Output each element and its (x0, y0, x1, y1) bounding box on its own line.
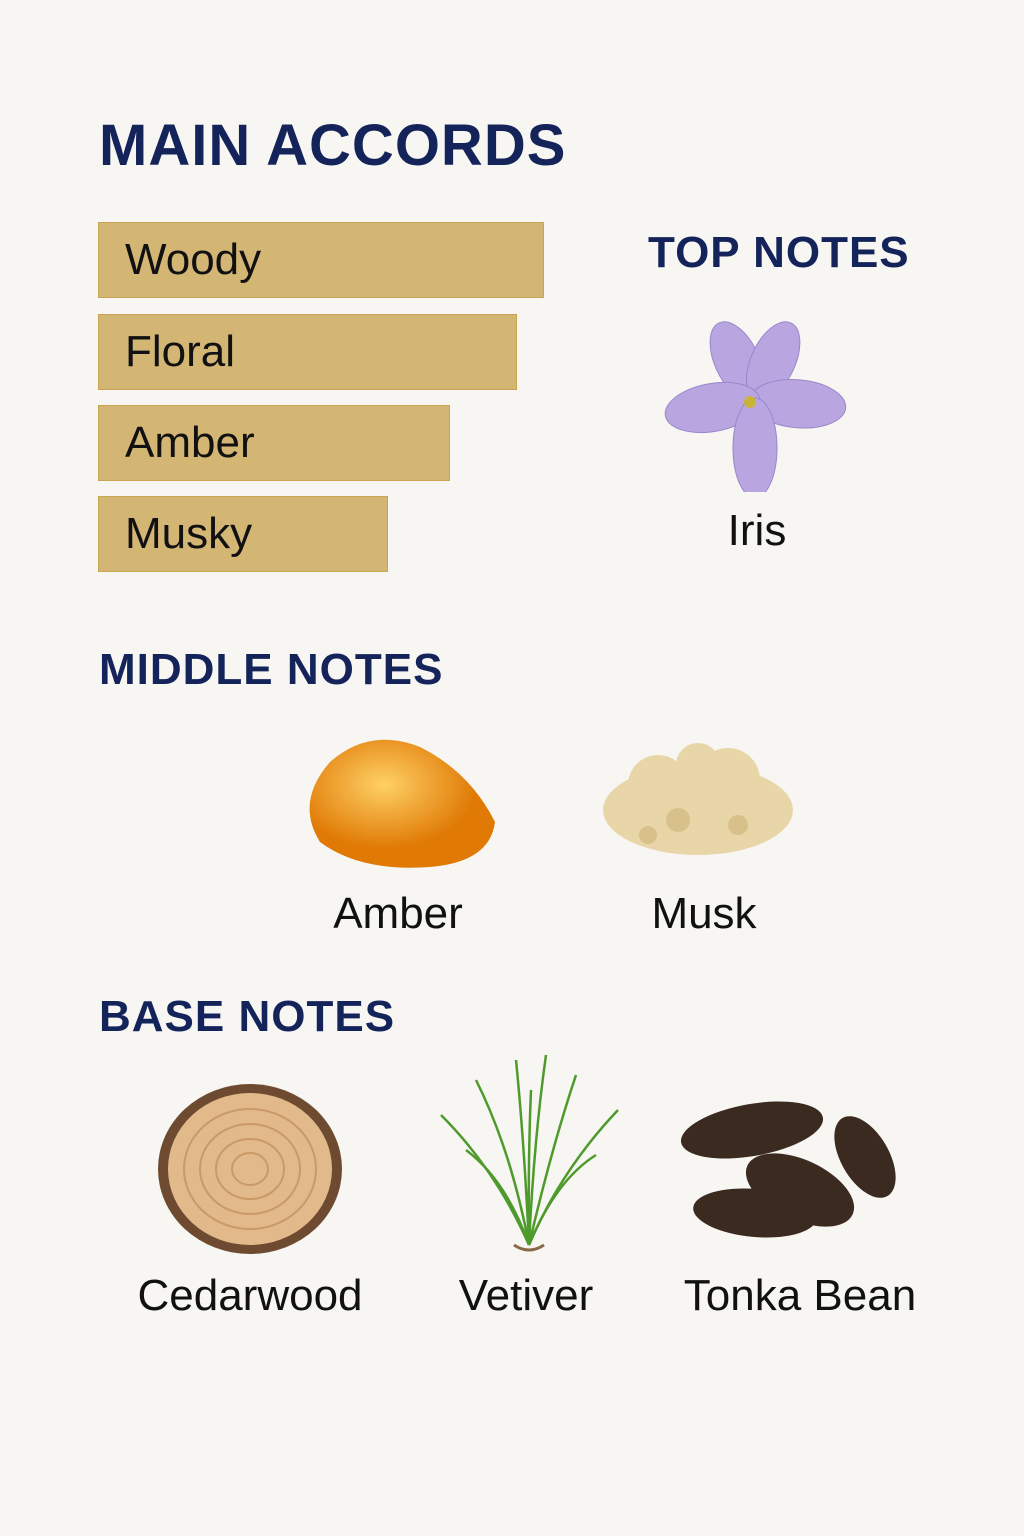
accord-bar-amber: Amber (98, 405, 450, 481)
middle-notes-title: MIDDLE NOTES (99, 645, 444, 694)
iris-flower-icon (664, 321, 847, 492)
wood-slice-icon (158, 1084, 342, 1254)
main-accords-title: MAIN ACCORDS (99, 113, 567, 178)
accord-label: Woody (125, 235, 262, 284)
note-label-musk: Musk (651, 889, 757, 938)
accord-label: Amber (125, 418, 255, 467)
accord-bar-floral: Floral (98, 314, 517, 390)
grass-icon (440, 1054, 619, 1252)
note-label-vetiver: Vetiver (458, 1271, 594, 1320)
note-label-amber: Amber (333, 889, 463, 938)
amber-stone-icon (309, 739, 495, 868)
base-notes-title: BASE NOTES (99, 992, 396, 1041)
note-label-iris: Iris (727, 506, 787, 555)
accord-label: Musky (125, 509, 253, 558)
note-label-cedarwood: Cedarwood (137, 1271, 363, 1320)
note-label-tonka-bean: Tonka Bean (683, 1271, 917, 1320)
top-notes-title: TOP NOTES (648, 228, 910, 277)
accord-bar-woody: Woody (98, 222, 544, 298)
tonka-beans-icon (680, 1101, 896, 1238)
accord-label: Floral (125, 327, 236, 376)
accord-bar-musky: Musky (98, 496, 388, 572)
musk-icon (603, 743, 793, 855)
